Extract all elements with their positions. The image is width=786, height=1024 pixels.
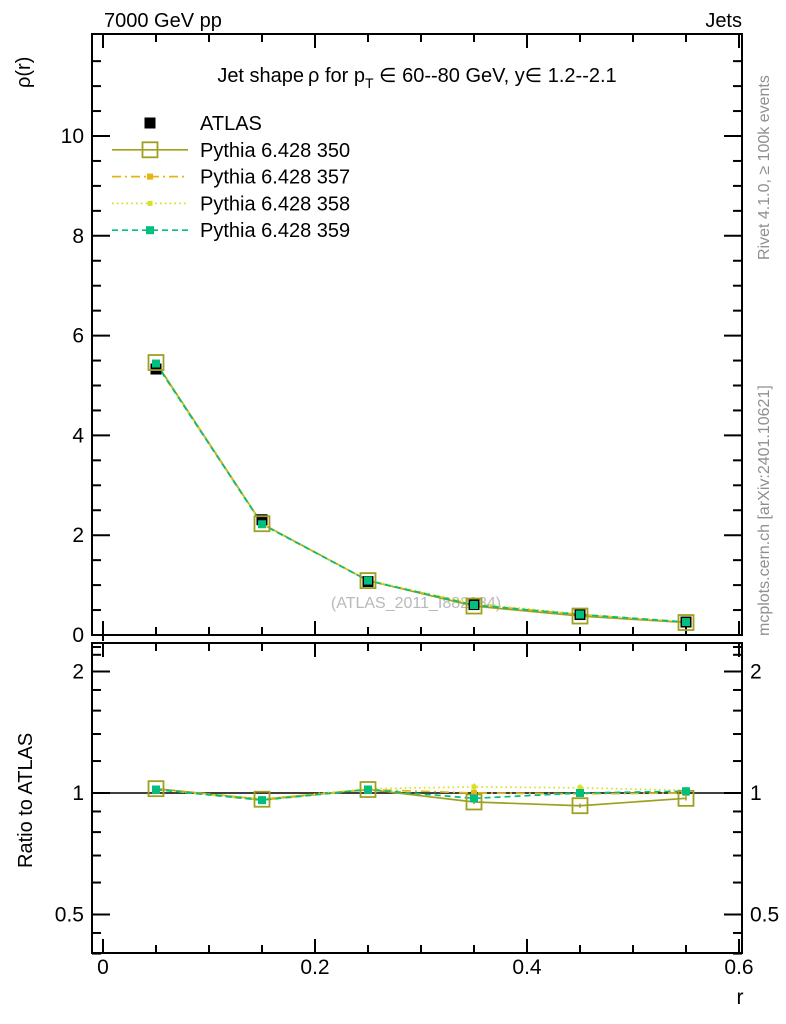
legend-label: ATLAS	[200, 113, 262, 135]
legend-label: Pythia 6.428 350	[200, 140, 350, 162]
main-panel-frame	[91, 33, 743, 636]
x-tick-label: 0.6	[724, 956, 753, 979]
series-line-Pythia-6.428-357	[155, 363, 687, 623]
ratio-line-Pythia-6.428-358	[155, 786, 687, 801]
data-marker-Pythia-6.428-350	[571, 607, 589, 625]
ratio-y-tick-label-left: 2	[72, 661, 84, 684]
series-line-Pythia-6.428-358	[155, 363, 687, 623]
ratio-marker-Pythia-6.428-358	[471, 784, 477, 790]
data-marker-Pythia-6.428-359	[364, 576, 372, 585]
ratio-line-Pythia-6.428-357	[155, 788, 687, 802]
ratio-marker-Pythia-6.428-350	[359, 781, 377, 798]
data-marker-Pythia-6.428-359	[258, 520, 266, 529]
legend-marker-mc	[141, 141, 159, 159]
ratio-marker-Pythia-6.428-359	[470, 794, 478, 803]
data-marker-Pythia-6.428-350	[253, 515, 271, 533]
data-marker-ATLAS	[256, 514, 268, 526]
main-y-tick-label: 4	[72, 424, 84, 447]
legend-marker-data	[144, 117, 156, 129]
axis-ticks	[92, 34, 742, 955]
data-marker-Pythia-6.428-359	[152, 359, 160, 368]
main-y-tick-label: 8	[72, 225, 84, 248]
ratio-marker-Pythia-6.428-359	[152, 785, 160, 794]
ratio-y-tick-label-right: 0.5	[750, 903, 779, 926]
x-tick-label: 0	[97, 956, 109, 979]
ratio-panel-series	[92, 780, 742, 815]
mcplots-arxiv-note: mcplots.cern.ch [arXiv:2401.10621]	[756, 385, 773, 636]
panel-frames	[91, 33, 743, 954]
data-marker-Pythia-6.428-359	[682, 618, 690, 627]
data-marker-Pythia-6.428-350	[147, 354, 165, 371]
legend-marker-mc	[147, 200, 153, 206]
plot-title: Jet shape ρ for pT ∈ 60--80 GeV, y∈ 1.2-…	[217, 65, 616, 91]
legend-marker-mc	[146, 226, 154, 235]
series-line-Pythia-6.428-350	[155, 362, 687, 624]
data-marker-Pythia-6.428-359	[576, 610, 584, 619]
header-analysis-label: Jets	[705, 10, 742, 32]
main-y-tick-label: 0	[72, 624, 84, 647]
ratio-line-Pythia-6.428-359	[155, 788, 687, 802]
legend-label: Pythia 6.428 359	[200, 220, 350, 242]
analysis-id-watermark: (ATLAS_2011_I882984)	[331, 595, 501, 612]
ratio-marker-Pythia-6.428-357	[471, 790, 477, 796]
ratio-marker-Pythia-6.428-359	[364, 785, 372, 794]
ratio-marker-Pythia-6.428-359	[682, 787, 690, 796]
data-marker-Pythia-6.428-350	[465, 597, 483, 615]
ratio-y-tick-label-right: 2	[750, 661, 762, 684]
plot-title-post: ∈ 60--80 GeV, y∈ 1.2--2.1	[374, 65, 617, 87]
x-tick-label: 0.4	[512, 956, 542, 979]
rivet-version-note: Rivet 4.1.0, ≥ 100k events	[756, 75, 773, 260]
ratio-y-axis-title: Ratio to ATLAS	[15, 733, 37, 868]
main-y-axis-title: ρ(r)	[13, 57, 35, 88]
ratio-marker-Pythia-6.428-358	[577, 785, 583, 791]
ratio-y-tick-label-left: 0.5	[55, 903, 84, 926]
ratio-marker-Pythia-6.428-350	[147, 780, 165, 798]
ratio-marker-Pythia-6.428-350	[253, 790, 271, 808]
axis-tick-labels: 10 8 6 4 2 0 0.5 0.5 1 1 2 2 0 0.2 0.4 0.6	[55, 125, 779, 979]
legend-label: Pythia 6.428 357	[200, 167, 350, 189]
ratio-marker-Pythia-6.428-350	[571, 797, 589, 815]
data-marker-Pythia-6.428-359	[470, 601, 478, 610]
data-marker-ATLAS	[150, 363, 162, 375]
series-line-Pythia-6.428-359	[155, 363, 687, 623]
legend: ATLAS Pythia 6.428 350 Pythia 6.428 357 Pyt…	[112, 113, 350, 242]
ratio-line-Pythia-6.428-350	[155, 787, 687, 807]
main-y-tick-label: 6	[72, 325, 84, 348]
main-y-tick-label: 10	[61, 125, 84, 148]
main-panel-series	[147, 354, 695, 631]
x-tick-label: 0.2	[300, 956, 329, 979]
data-marker-Pythia-6.428-350	[359, 572, 377, 590]
x-axis-title: r	[737, 986, 744, 1009]
legend-marker-mc	[147, 173, 153, 180]
ratio-marker-Pythia-6.428-359	[576, 789, 584, 797]
plot-title-subscript: T	[365, 75, 374, 91]
plot-title-pre: Jet shape ρ for p	[217, 65, 365, 87]
header-beam-label: 7000 GeV pp	[104, 10, 222, 32]
legend-label: Pythia 6.428 358	[200, 193, 350, 215]
ratio-marker-Pythia-6.428-359	[258, 796, 266, 805]
data-marker-Pythia-6.428-350	[677, 614, 695, 631]
main-y-tick-label: 2	[72, 524, 84, 547]
ratio-y-tick-label-left: 1	[72, 782, 84, 805]
ratio-y-tick-label-right: 1	[750, 782, 762, 805]
ratio-panel-frame	[91, 642, 743, 954]
